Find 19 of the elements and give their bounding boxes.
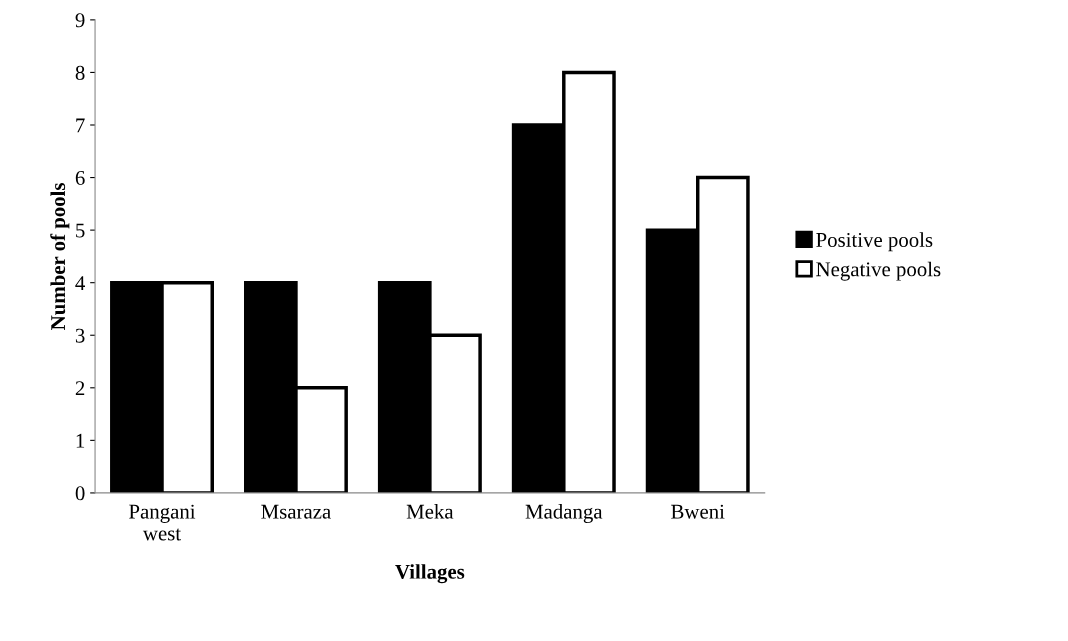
x-tick-label: Meka <box>406 504 454 519</box>
x-tick-label: Msaraza <box>261 504 331 519</box>
x-axis-title: Villages <box>395 564 465 584</box>
legend-label: Positive pools <box>816 232 933 252</box>
y-tick-label: 8 <box>75 65 85 80</box>
y-tick-label: 3 <box>75 328 85 343</box>
x-tick-label: Madanga <box>525 504 603 523</box>
y-tick-label: 0 <box>75 486 85 501</box>
x-tick-label: Pangani west <box>129 504 196 541</box>
y-tick-label: 5 <box>76 223 85 238</box>
legend-label: Negative pools <box>816 261 941 281</box>
y-tick-label: 2 <box>75 381 85 396</box>
y-tick-label: 1 <box>76 433 85 448</box>
y-tick-label: 6 <box>75 170 85 185</box>
y-axis-title: Number of pools <box>50 183 70 330</box>
y-tick-label: 9 <box>75 13 85 28</box>
y-tick-label: 4 <box>75 276 85 290</box>
y-tick-label: 7 <box>76 118 85 133</box>
x-tick-label: Bweni <box>671 504 725 519</box>
